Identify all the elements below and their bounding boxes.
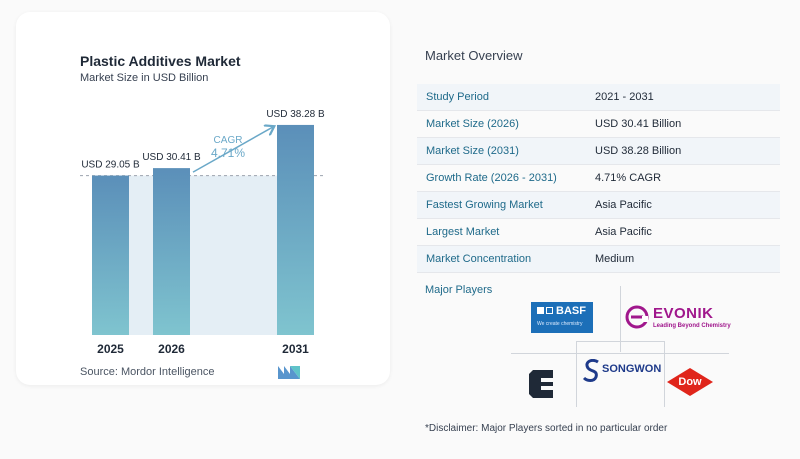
basf-logo: BASF We create chemistry [531,302,593,333]
logo-grid-divider [511,353,729,354]
overview-row-label: Market Concentration [426,253,532,265]
chart-subtitle: Market Size in USD Billion [80,72,209,84]
bar-2026 [153,168,190,335]
logo-grid-divider [664,341,665,407]
dow-logo: Dow [667,368,713,396]
disclaimer-text: *Disclaimer: Major Players sorted in no … [425,423,668,434]
chart-title: Plastic Additives Market [80,53,241,69]
overview-row: Market Size (2031) USD 38.28 Billion [417,138,780,165]
overview-row-value: 2021 - 2031 [595,91,654,103]
overview-row: Largest Market Asia Pacific [417,219,780,246]
x-tick-label-2025: 2025 [97,342,124,356]
clariant-logo-icon [529,370,553,398]
evonik-tagline: Leading Beyond Chemistry [653,323,731,329]
overview-row-value: USD 38.28 Billion [595,145,682,157]
x-tick-label-2031: 2031 [282,342,309,356]
dow-name: Dow [678,376,702,388]
evonik-logo: EVONIK Leading Beyond Chemistry [625,303,733,333]
overview-row: Market Size (2026) USD 30.41 Billion [417,111,780,138]
overview-row-label: Market Size (2031) [426,145,519,157]
overview-row: Growth Rate (2026 - 2031) 4.71% CAGR [417,165,780,192]
basf-tagline: We create chemistry [537,321,583,327]
overview-row-label: Study Period [426,91,489,103]
overview-row-label: Fastest Growing Market [426,199,543,211]
cagr-value: 4.71% [211,146,245,160]
major-players-title: Major Players [425,284,493,296]
overview-row-label: Growth Rate (2026 - 2031) [426,172,557,184]
overview-row-value: 4.71% CAGR [595,172,662,184]
logo-grid-divider [576,341,577,407]
overview-row: Fastest Growing Market Asia Pacific [417,192,780,219]
overview-row-value: Asia Pacific [595,199,652,211]
evonik-name: EVONIK [653,305,714,322]
songwon-s-icon [582,359,599,382]
dow-diamond-icon [667,368,713,396]
logo-grid-divider [576,341,665,342]
bar-2031 [277,124,314,336]
market-overview-title: Market Overview [425,48,523,63]
logo-grid-divider [620,286,621,352]
bar-chart: USD 29.05 B 2025 USD 30.41 B 2026 USD 38.28 … [80,109,325,356]
basf-name: BASF [556,305,586,317]
overview-row: Market Concentration Medium [417,246,780,273]
overview-row-value: Medium [595,253,635,265]
songwon-name: SONGWON [602,363,662,375]
evonik-e-icon [625,305,649,329]
mordor-intelligence-logo-icon [278,366,300,379]
bar-2025 [92,175,129,335]
data-label-2031: USD 38.28 B [266,109,325,120]
basf-square-icon [546,307,553,314]
overview-row-value: USD 30.41 Billion [595,118,682,130]
overview-row-value: Asia Pacific [595,226,652,238]
source-text: Source: Mordor Intelligence [80,366,215,378]
cagr-arrow [192,127,273,173]
market-overview-table: Study Period 2021 - 2031 Market Size (2026… [417,84,780,273]
clariant-logo [529,370,557,398]
cagr-label: CAGR [214,135,243,146]
data-label-2025: USD 29.05 B [81,160,140,171]
overview-row: Study Period 2021 - 2031 [417,84,780,111]
basf-square-icon [537,307,544,314]
songwon-logo: SONGWON [582,357,662,387]
overview-row-label: Market Size (2026) [426,118,519,130]
x-tick-label-2026: 2026 [158,342,185,356]
data-label-2026: USD 30.41 B [142,152,201,163]
overview-row-label: Largest Market [426,226,500,238]
